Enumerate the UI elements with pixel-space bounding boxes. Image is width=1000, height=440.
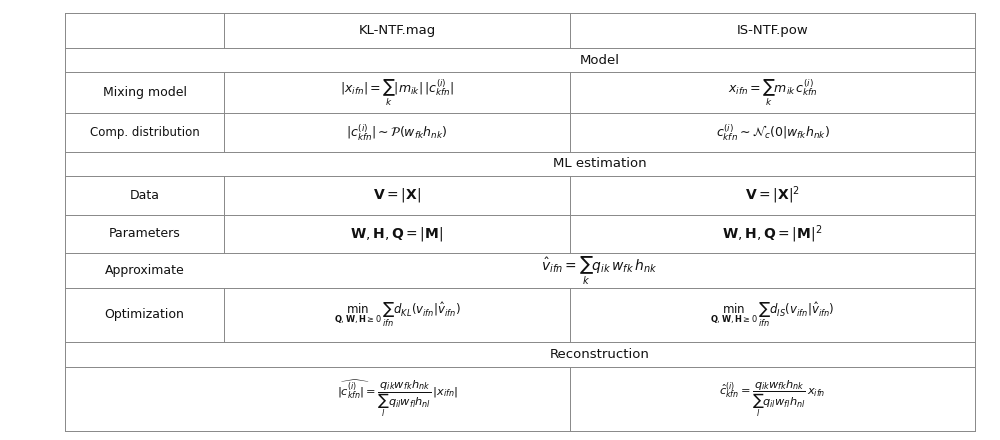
Text: $\widehat{|c^{(i)}_{kfn}|} = \dfrac{q_{ik}w_{fk}h_{nk}}{\sum_l q_{il}w_{fl}h_{nl: $\widehat{|c^{(i)}_{kfn}|} = \dfrac{q_{i…	[337, 379, 458, 419]
Text: $\hat{c}^{(i)}_{kfn} = \dfrac{q_{ik}w_{fk}h_{nk}}{\sum_l q_{il}w_{fl}h_{nl}}\,x_: $\hat{c}^{(i)}_{kfn} = \dfrac{q_{ik}w_{f…	[719, 379, 826, 419]
Text: Data: Data	[130, 189, 160, 202]
Text: ML estimation: ML estimation	[553, 158, 646, 170]
Text: $x_{ifn} = \sum_k m_{ik}\, c^{(i)}_{kfn}$: $x_{ifn} = \sum_k m_{ik}\, c^{(i)}_{kfn}…	[728, 77, 817, 108]
Text: $\mathbf{V} = |\mathbf{X}|^2$: $\mathbf{V} = |\mathbf{X}|^2$	[745, 185, 800, 206]
Text: $c^{(i)}_{kfn} \sim \mathcal{N}_c(0|w_{fk}h_{nk})$: $c^{(i)}_{kfn} \sim \mathcal{N}_c(0|w_{f…	[716, 122, 830, 143]
Text: Optimization: Optimization	[105, 308, 185, 321]
Text: Reconstruction: Reconstruction	[550, 348, 650, 361]
Text: $|x_{ifn}| = \sum_k |m_{ik}|\,|c^{(i)}_{kfn}|$: $|x_{ifn}| = \sum_k |m_{ik}|\,|c^{(i)}_{…	[340, 77, 454, 108]
Text: Parameters: Parameters	[109, 227, 180, 240]
Text: Mixing model: Mixing model	[103, 86, 187, 99]
Text: Approximate: Approximate	[105, 264, 184, 277]
Text: $\underset{\mathbf{Q},\mathbf{W},\mathbf{H}\geq 0}{\min}\,\sum_{ifn} d_{IS}(v_{i: $\underset{\mathbf{Q},\mathbf{W},\mathbf…	[710, 301, 835, 329]
Text: IS-NTF.pow: IS-NTF.pow	[737, 24, 808, 37]
Text: Model: Model	[580, 54, 620, 66]
Text: $|c^{(i)}_{kfn}| \sim \mathcal{P}(w_{fk}h_{nk})$: $|c^{(i)}_{kfn}| \sim \mathcal{P}(w_{fk}…	[346, 122, 448, 143]
Text: Comp. distribution: Comp. distribution	[90, 126, 200, 139]
Text: $\hat{v}_{ifn} = \sum_k q_{ik}\,w_{fk}\,h_{nk}$: $\hat{v}_{ifn} = \sum_k q_{ik}\,w_{fk}\,…	[541, 254, 658, 286]
Text: $\mathbf{W},\mathbf{H},\mathbf{Q} = |\mathbf{M}|$: $\mathbf{W},\mathbf{H},\mathbf{Q} = |\ma…	[350, 225, 444, 243]
Text: KL-NTF.mag: KL-NTF.mag	[359, 24, 436, 37]
Text: $\mathbf{V} = |\mathbf{X}|$: $\mathbf{V} = |\mathbf{X}|$	[373, 187, 421, 205]
Text: $\underset{\mathbf{Q},\mathbf{W},\mathbf{H}\geq 0}{\min}\,\sum_{ifn} d_{KL}(v_{i: $\underset{\mathbf{Q},\mathbf{W},\mathbf…	[334, 301, 461, 329]
Text: $\mathbf{W},\mathbf{H},\mathbf{Q} = |\mathbf{M}|^2$: $\mathbf{W},\mathbf{H},\mathbf{Q} = |\ma…	[722, 223, 823, 245]
